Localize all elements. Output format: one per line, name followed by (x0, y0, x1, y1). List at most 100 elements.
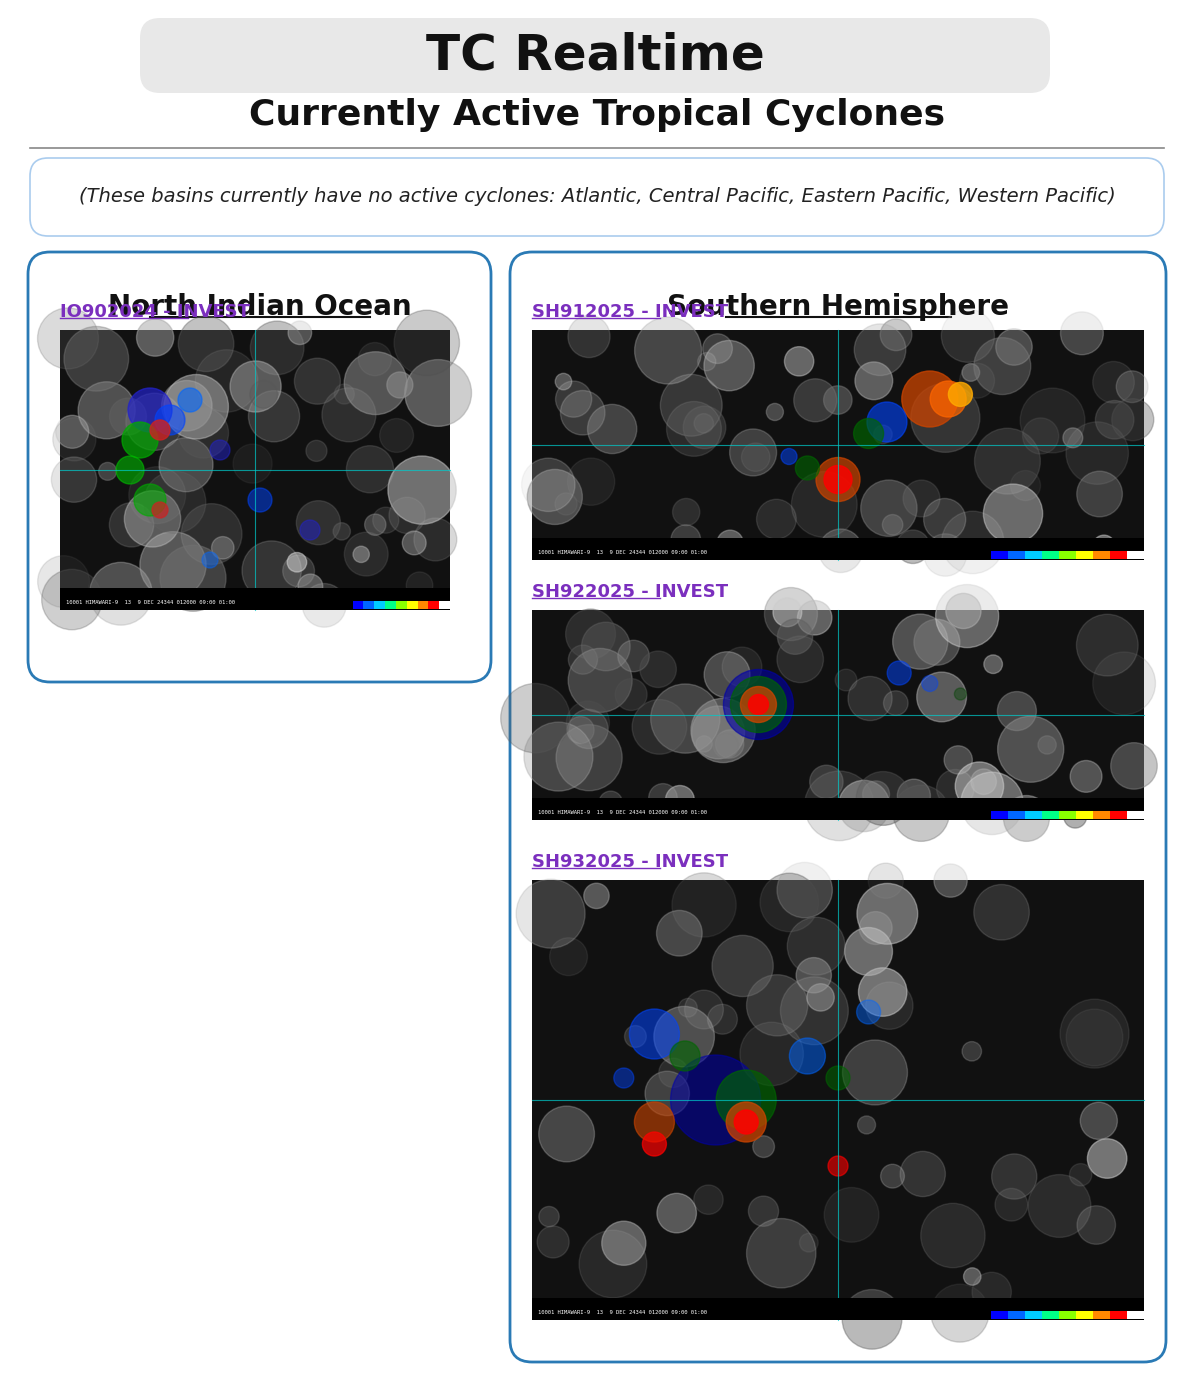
Circle shape (322, 387, 376, 442)
Circle shape (389, 498, 425, 534)
Circle shape (524, 723, 593, 791)
Circle shape (860, 911, 892, 945)
Circle shape (178, 408, 228, 459)
FancyBboxPatch shape (140, 18, 1050, 94)
Circle shape (587, 404, 636, 453)
Circle shape (140, 531, 207, 598)
Circle shape (948, 383, 972, 407)
Circle shape (555, 373, 572, 390)
Circle shape (858, 967, 907, 1016)
Circle shape (1038, 735, 1057, 754)
Circle shape (283, 555, 314, 587)
Circle shape (930, 382, 966, 417)
Circle shape (773, 598, 801, 626)
Circle shape (1093, 362, 1134, 403)
Circle shape (741, 443, 770, 471)
Circle shape (796, 958, 831, 993)
Circle shape (1064, 805, 1087, 828)
Bar (533, 798, 1144, 821)
Circle shape (1028, 1174, 1091, 1237)
Circle shape (900, 1152, 946, 1197)
Circle shape (824, 386, 853, 414)
Circle shape (708, 1004, 738, 1035)
Circle shape (110, 398, 147, 435)
Circle shape (696, 735, 713, 752)
Circle shape (893, 786, 949, 842)
Bar (1059, 1311, 1076, 1318)
Circle shape (795, 456, 819, 480)
Circle shape (866, 981, 913, 1029)
Circle shape (555, 493, 577, 514)
Text: 10001 HIMAWARI-9  13  9 DEC 24344 012000 09:00 01:00: 10001 HIMAWARI-9 13 9 DEC 24344 012000 0… (538, 809, 707, 815)
Bar (1093, 1311, 1110, 1318)
Circle shape (614, 1068, 634, 1088)
Circle shape (129, 467, 185, 523)
Circle shape (1077, 1205, 1115, 1244)
Text: North Indian Ocean: North Indian Ocean (107, 294, 411, 322)
Circle shape (691, 706, 745, 759)
Circle shape (1093, 651, 1156, 714)
Circle shape (110, 503, 154, 547)
Circle shape (1060, 312, 1103, 355)
Circle shape (704, 341, 755, 391)
FancyBboxPatch shape (30, 158, 1164, 236)
Circle shape (835, 670, 857, 691)
Circle shape (288, 552, 307, 572)
Circle shape (358, 343, 392, 376)
Bar (991, 811, 1008, 819)
Circle shape (388, 456, 456, 524)
Circle shape (746, 1219, 816, 1288)
Bar (1076, 811, 1093, 819)
Circle shape (248, 390, 300, 442)
Bar (1076, 551, 1093, 559)
Circle shape (752, 1135, 775, 1158)
Circle shape (599, 791, 622, 815)
Circle shape (1063, 428, 1083, 447)
Circle shape (882, 514, 903, 535)
Bar (533, 879, 1144, 1320)
Circle shape (671, 1055, 761, 1145)
Bar (429, 601, 439, 610)
Circle shape (826, 1067, 850, 1090)
Circle shape (931, 1285, 989, 1342)
Circle shape (934, 864, 967, 898)
Circle shape (666, 401, 721, 456)
Text: IO902024 - INVEST: IO902024 - INVEST (60, 303, 250, 322)
Circle shape (522, 459, 576, 512)
Circle shape (749, 1197, 778, 1226)
Bar (1127, 811, 1144, 819)
Circle shape (161, 380, 213, 431)
Circle shape (740, 1022, 804, 1086)
Circle shape (921, 1204, 985, 1268)
Circle shape (538, 1206, 559, 1227)
Circle shape (555, 382, 592, 417)
Circle shape (913, 619, 960, 665)
Circle shape (51, 457, 97, 502)
Circle shape (857, 1116, 875, 1134)
Bar (1059, 811, 1076, 819)
Circle shape (777, 863, 832, 918)
Circle shape (842, 1289, 901, 1349)
Bar (1127, 1311, 1144, 1318)
Circle shape (893, 614, 948, 670)
Circle shape (566, 700, 609, 744)
Circle shape (37, 308, 98, 369)
Circle shape (560, 390, 605, 435)
Circle shape (1060, 1000, 1130, 1068)
Circle shape (1004, 795, 1050, 842)
Circle shape (691, 699, 756, 762)
Circle shape (798, 601, 832, 635)
Circle shape (962, 1042, 981, 1061)
Circle shape (854, 324, 906, 376)
Circle shape (659, 1058, 688, 1088)
Bar (60, 589, 450, 610)
Circle shape (854, 418, 884, 449)
Circle shape (635, 317, 702, 384)
Circle shape (364, 514, 386, 535)
Circle shape (640, 651, 676, 688)
Circle shape (651, 684, 720, 754)
Circle shape (784, 347, 814, 376)
Bar (1024, 1311, 1042, 1318)
Circle shape (716, 530, 744, 556)
Circle shape (296, 500, 340, 545)
